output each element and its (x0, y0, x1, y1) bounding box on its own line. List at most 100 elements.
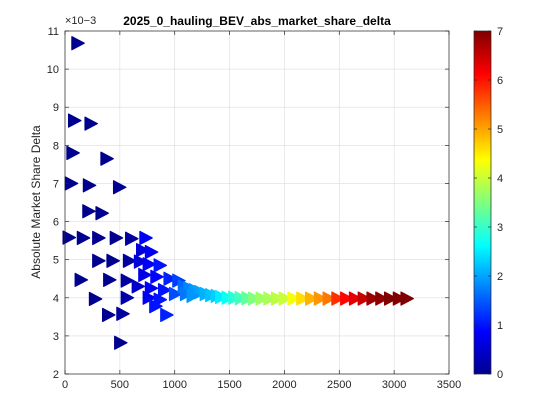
y-tick-label: 9 (53, 102, 59, 114)
data-point (278, 291, 293, 306)
data-point (92, 230, 106, 246)
data-point (88, 291, 103, 307)
y-tick-label: 3 (53, 331, 59, 343)
colorbar-tick-label: 6 (497, 75, 503, 87)
plot-area (65, 31, 449, 374)
plot-frame (64, 30, 450, 375)
data-point (120, 273, 135, 288)
y-tick-label: 10 (47, 64, 59, 76)
data-point (142, 257, 157, 272)
data-point (84, 116, 98, 131)
x-tick-label: 3500 (437, 379, 461, 391)
y-tick-label: 6 (53, 217, 59, 229)
data-point (114, 335, 128, 350)
data-point (133, 254, 148, 269)
data-point (186, 288, 201, 303)
data-point (82, 178, 97, 193)
y-tick-label: 5 (53, 255, 59, 267)
data-point (122, 253, 137, 268)
data-point (136, 243, 150, 258)
colorbar-tick-label: 5 (497, 124, 503, 136)
data-points (62, 36, 414, 350)
x-tick-label: 3000 (382, 379, 406, 391)
colorbar-frame (473, 30, 492, 375)
y-axis: 2 3 4 5 6 7 8 9 10 11 (47, 26, 449, 381)
x-tick-label: 1500 (217, 379, 241, 391)
colorbar-tick-label: 0 (497, 369, 503, 381)
data-point (357, 291, 372, 306)
y-tick-label: 4 (53, 293, 59, 305)
data-point (76, 230, 91, 246)
data-point (109, 230, 124, 246)
data-point (348, 291, 363, 306)
data-point (125, 231, 139, 246)
colorbar: 0 1 2 3 4 5 6 7 (473, 26, 503, 381)
data-point (157, 283, 172, 298)
x-tick-label: 2500 (327, 379, 351, 391)
x-tick-label: 500 (111, 379, 129, 391)
colorbar-tick-label: 7 (497, 26, 503, 38)
colorbar-tick-label: 1 (497, 320, 503, 332)
data-point (103, 272, 117, 287)
data-point (92, 253, 106, 268)
data-point (392, 291, 407, 306)
data-point (120, 290, 135, 305)
data-point (340, 291, 354, 306)
data-point (106, 253, 120, 268)
data-point (82, 204, 96, 219)
data-point (138, 267, 152, 283)
data-point (322, 291, 337, 306)
y-tick-label: 7 (53, 178, 59, 190)
data-point (62, 230, 77, 245)
y-axis-label: Absolute Market Share Delta (29, 125, 43, 279)
data-point (153, 258, 168, 273)
data-point (296, 291, 310, 306)
data-point (168, 286, 183, 302)
chart-title: 2025_0_hauling_BEV_abs_market_share_delt… (123, 14, 391, 28)
data-point (263, 291, 277, 306)
data-point (116, 306, 130, 321)
data-point (131, 279, 146, 294)
data-point (313, 291, 328, 306)
data-point (304, 291, 319, 306)
x-axis: 0 500 1000 1500 2000 2500 3000 3500 (62, 31, 461, 391)
data-point (144, 281, 159, 296)
data-point (366, 291, 380, 306)
data-point (100, 151, 114, 166)
data-point (71, 36, 85, 51)
data-point (375, 291, 389, 306)
colorbar-gradient (474, 31, 491, 374)
data-point (144, 244, 159, 260)
data-point (67, 113, 82, 128)
colorbar-tick-label: 4 (497, 173, 503, 185)
y-tick-label: 11 (48, 26, 59, 38)
y-tick-label: 8 (53, 140, 59, 152)
data-point (112, 180, 127, 195)
data-point (74, 272, 89, 287)
data-point (150, 269, 164, 284)
data-point (400, 291, 414, 306)
data-point (270, 291, 285, 306)
data-point (255, 291, 270, 306)
data-point (160, 307, 174, 323)
data-point (163, 271, 177, 286)
data-point (287, 291, 301, 306)
data-point (149, 299, 163, 314)
colorbar-ticks: 0 1 2 3 4 5 6 7 (474, 26, 503, 381)
x-tick-label: 2000 (272, 379, 296, 391)
data-point (101, 307, 116, 323)
data-point (247, 291, 262, 306)
x-tick-label: 1000 (162, 379, 186, 391)
data-point (331, 291, 345, 306)
colorbar-tick-label: 3 (497, 222, 503, 234)
y-tick-label: 2 (53, 369, 59, 381)
data-point (95, 206, 109, 221)
colorbar-tick-label: 2 (497, 271, 503, 283)
data-point (66, 145, 80, 161)
y-exponent-label: ×10−3 (65, 15, 96, 27)
data-point (383, 291, 398, 306)
x-tick-label: 0 (62, 379, 68, 391)
data-point (139, 230, 153, 246)
